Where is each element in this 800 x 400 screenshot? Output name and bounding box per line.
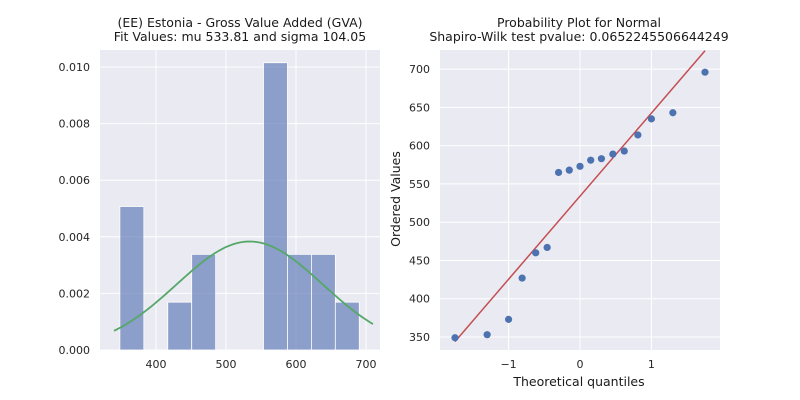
data-point (565, 166, 573, 174)
x-tick-label: 400 (146, 358, 167, 371)
data-point (647, 115, 656, 123)
normal-reference-line (454, 50, 706, 343)
normal-fit-curve (113, 240, 374, 332)
y-tick-label: 400 (409, 293, 430, 306)
y-tick-label: 550 (409, 178, 430, 191)
probability-grid (440, 50, 720, 350)
chart-subtitle: Shapiro-Wilk test pvalue: 0.065224550664… (429, 29, 728, 44)
histogram-panel: (EE) Estonia - Gross Value Added (GVA) F… (59, 15, 380, 371)
chart-title: (EE) Estonia - Gross Value Added (GVA) (117, 15, 362, 30)
histogram-bar (334, 301, 360, 351)
y-tick-label: 650 (409, 101, 430, 114)
x-tick-label: 600 (286, 358, 307, 371)
y-tick-label: 350 (409, 331, 430, 344)
data-point (504, 315, 513, 323)
histogram-bar (263, 62, 288, 351)
data-point (597, 155, 606, 163)
data-point (532, 249, 540, 257)
histogram-grid (100, 50, 380, 351)
data-point (701, 68, 709, 76)
histogram-bar (119, 206, 145, 351)
y-tick-label: 450 (409, 254, 430, 267)
data-point (669, 109, 677, 117)
chart-title: Probability Plot for Normal (497, 15, 661, 30)
histogram-bar (310, 253, 336, 351)
x-tick-label: 700 (356, 358, 377, 371)
data-point (609, 150, 617, 158)
y-tick-label: 700 (409, 63, 430, 76)
data-point (634, 131, 642, 139)
y-tick-label: 0.006 (59, 174, 91, 187)
x-tick-label: 0 (577, 358, 584, 371)
x-tick-label: 1 (648, 358, 655, 371)
data-point (483, 331, 491, 339)
data-point (576, 162, 584, 170)
x-tick-label: −1 (500, 358, 516, 371)
data-point (543, 243, 551, 252)
histogram-bars (119, 62, 360, 351)
y-tick-label: 500 (409, 216, 430, 229)
probability-tick-labels: −1 0 1 350 400 450 500 550 600 650 700 (409, 63, 655, 371)
x-tick-label: 500 (216, 358, 237, 371)
y-tick-label: 600 (409, 140, 430, 153)
histogram-tick-labels: 400 500 600 700 0.000 0.002 0.004 0.006 0.008 0.0… (59, 61, 377, 371)
y-tick-label: 0.002 (59, 287, 91, 300)
histogram-bar (191, 253, 217, 351)
data-point (587, 156, 595, 164)
x-axis-label: Theoretical quantiles (512, 374, 644, 389)
ordered-value-points (451, 68, 709, 342)
data-point (451, 334, 459, 342)
y-tick-label: 0.000 (59, 344, 91, 357)
histogram-bar (167, 301, 193, 351)
data-point (620, 147, 628, 155)
histogram-bar (287, 253, 312, 351)
y-tick-label: 0.008 (59, 118, 91, 131)
data-point (554, 168, 563, 177)
y-tick-label: 0.010 (59, 61, 91, 74)
probability-plot-panel: Probability Plot for Normal Shapiro-Wilk… (388, 15, 729, 389)
data-point (518, 274, 526, 282)
chart-subtitle: Fit Values: mu 533.81 and sigma 104.05 (114, 29, 366, 44)
y-tick-label: 0.004 (59, 231, 91, 244)
y-axis-label: Ordered Values (388, 151, 403, 247)
